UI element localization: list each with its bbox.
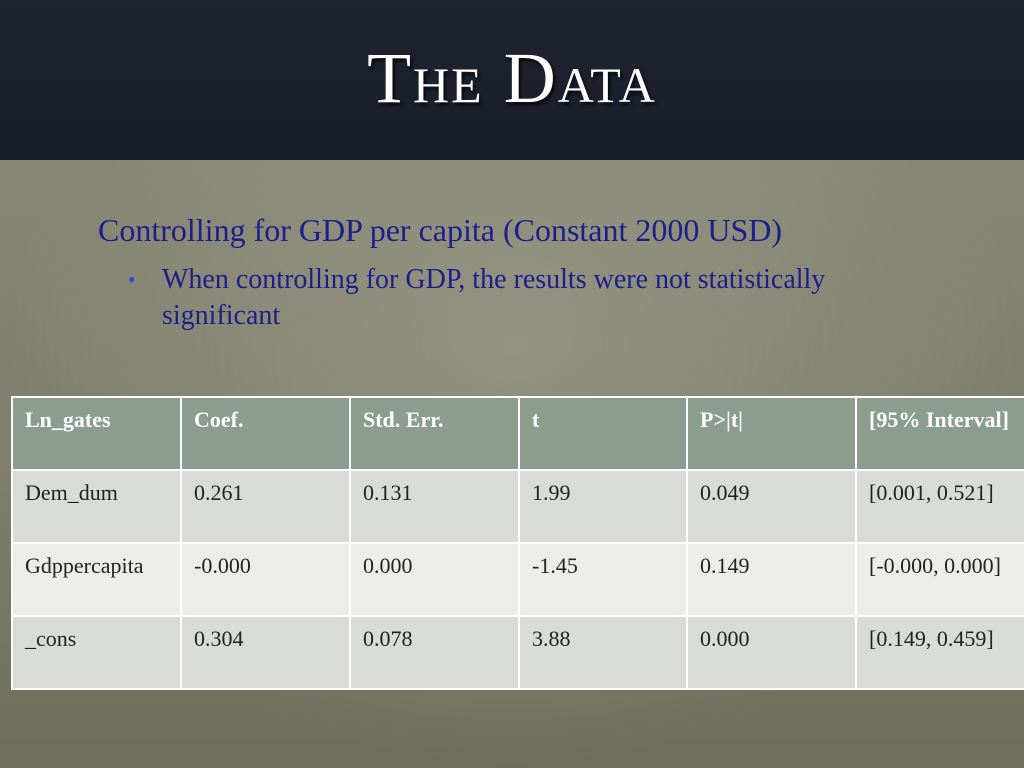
header-cell: t bbox=[518, 396, 688, 471]
table-row: Gdppercapita -0.000 0.000 -1.45 0.149 [-… bbox=[11, 542, 1024, 617]
header-cell: [95% Interval] bbox=[855, 396, 1024, 471]
table-cell: -1.45 bbox=[518, 542, 688, 617]
bullet-text: When controlling for GDP, the results we… bbox=[162, 264, 826, 331]
table-cell: 0.078 bbox=[349, 615, 520, 690]
table-cell: [0.149, 0.459] bbox=[855, 615, 1024, 690]
table-cell: 0.049 bbox=[686, 469, 857, 544]
table-row: Dem_dum 0.261 0.131 1.99 0.049 [0.001, 0… bbox=[11, 469, 1024, 544]
table-cell: 0.131 bbox=[349, 469, 520, 544]
title-bar bbox=[0, 0, 1024, 160]
table-cell: 1.99 bbox=[518, 469, 688, 544]
header-cell: Ln_gates bbox=[11, 396, 182, 471]
table-cell: Gdppercapita bbox=[11, 542, 182, 617]
table-cell: -0.000 bbox=[180, 542, 351, 617]
table-header-row: Ln_gates Coef. Std. Err. t P>|t| [95% In… bbox=[11, 396, 1024, 471]
bullet-item: • When controlling for GDP, the results … bbox=[128, 262, 828, 334]
table-cell: 0.304 bbox=[180, 615, 351, 690]
regression-table: Ln_gates Coef. Std. Err. t P>|t| [95% In… bbox=[11, 396, 1024, 690]
header-cell: Coef. bbox=[180, 396, 351, 471]
header-cell: Std. Err. bbox=[349, 396, 520, 471]
header-cell: P>|t| bbox=[686, 396, 857, 471]
table-cell: 0.000 bbox=[349, 542, 520, 617]
table-cell: [0.001, 0.521] bbox=[855, 469, 1024, 544]
table-cell: 0.149 bbox=[686, 542, 857, 617]
table-cell: 0.000 bbox=[686, 615, 857, 690]
slide-subtitle: Controlling for GDP per capita (Constant… bbox=[98, 212, 783, 248]
table-cell: Dem_dum bbox=[11, 469, 182, 544]
table-cell: 0.261 bbox=[180, 469, 351, 544]
bullet-icon: • bbox=[128, 267, 136, 292]
table-cell: 3.88 bbox=[518, 615, 688, 690]
table-row: _cons 0.304 0.078 3.88 0.000 [0.149, 0.4… bbox=[11, 615, 1024, 690]
table-cell: [-0.000, 0.000] bbox=[855, 542, 1024, 617]
slide-title: The Data bbox=[367, 38, 657, 118]
table-cell: _cons bbox=[11, 615, 182, 690]
